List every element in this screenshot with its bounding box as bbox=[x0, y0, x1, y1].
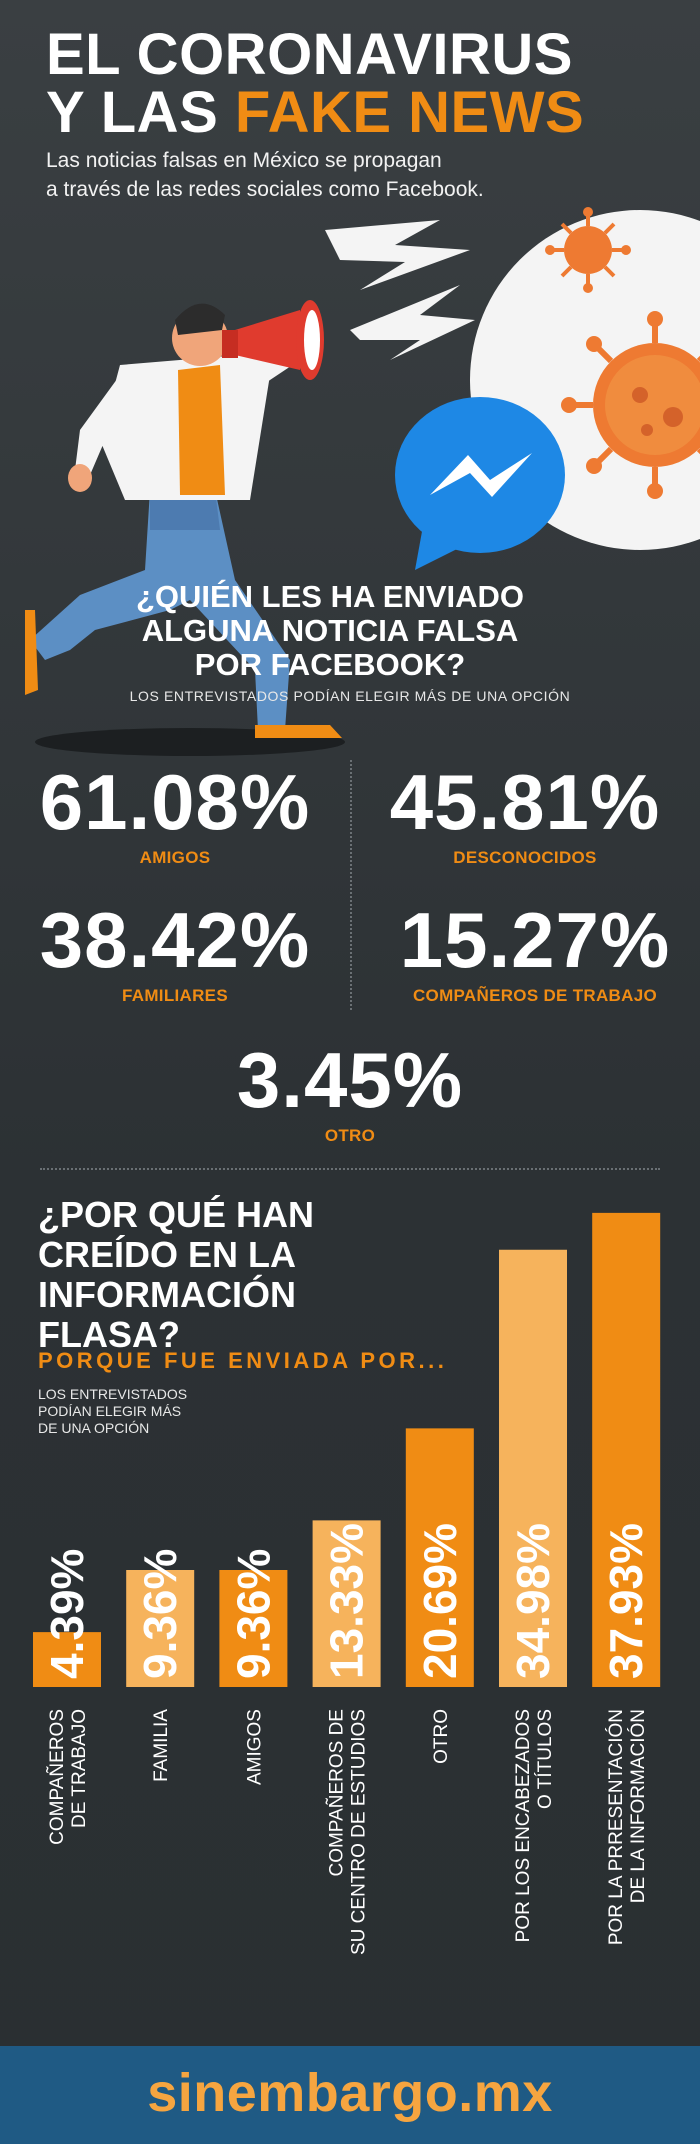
bar-value-label: 37.93% bbox=[600, 1523, 652, 1679]
question-2-line-3: INFORMACIÓN bbox=[38, 1274, 296, 1315]
stat-companeros-trabajo: 15.27% COMPAÑEROS DE TRABAJO bbox=[375, 900, 695, 1006]
title-fake-news: FAKE NEWS bbox=[234, 80, 585, 145]
subtitle-line-1: Las noticias falsas en México se propaga… bbox=[46, 149, 442, 172]
person-icon bbox=[25, 300, 345, 756]
stat-value: 45.81% bbox=[389, 758, 661, 846]
bar-chart: 4.39% COMPAÑEROS DE TRABAJO 9.36% FAMILIA 9.3… bbox=[33, 1212, 661, 1955]
question-2-subtitle: PORQUE FUE ENVIADA POR... bbox=[38, 1348, 448, 1373]
stat-value: 15.27% bbox=[399, 896, 671, 984]
stat-label: DESCONOCIDOS bbox=[453, 848, 597, 867]
title-line-1: EL CORONAVIRUS bbox=[46, 22, 573, 87]
title-line-2-a: Y LAS bbox=[46, 80, 235, 145]
question-1-line-1: ¿QUIÉN LES HA ENVIADO bbox=[135, 579, 525, 614]
lightning-icon bbox=[325, 220, 470, 290]
category-label: COMPAÑEROS DE bbox=[326, 1709, 348, 1877]
note-line-3: DE UNA OPCIÓN bbox=[38, 1420, 150, 1436]
note-line-2: PODÍAN ELEGIR MÁS bbox=[38, 1403, 182, 1419]
question-2-line-4: FLASA? bbox=[38, 1314, 180, 1355]
category-label: COMPAÑEROS bbox=[46, 1709, 68, 1845]
category-label: AMIGOS bbox=[244, 1709, 265, 1785]
stat-label: AMIGOS bbox=[139, 848, 211, 867]
question-2: ¿POR QUÉ HAN CREÍDO EN LA INFORMACIÓN FL… bbox=[38, 1195, 314, 1355]
hero-illustration bbox=[25, 207, 700, 756]
bar-value-label: 34.98% bbox=[507, 1523, 559, 1679]
vertical-divider bbox=[350, 760, 352, 1010]
category-label: DE LA INFORMACIÓN bbox=[627, 1709, 649, 1903]
bar-2 bbox=[126, 1570, 195, 1687]
stat-label: OTRO bbox=[324, 1126, 376, 1145]
question-2-line-2: CREÍDO EN LA bbox=[38, 1234, 297, 1275]
stat-value: 61.08% bbox=[39, 758, 311, 846]
bar-value-label: 9.36% bbox=[227, 1549, 279, 1679]
bar-value-label: 4.39% bbox=[41, 1549, 93, 1679]
bar-value-label: 13.33% bbox=[321, 1523, 373, 1679]
category-label: O TÍTULOS bbox=[535, 1709, 556, 1809]
question-1: ¿QUIÉN LES HA ENVIADO ALGUNA NOTICIA FAL… bbox=[110, 580, 550, 682]
bar-4 bbox=[312, 1520, 381, 1687]
stat-value: 3.45% bbox=[236, 1036, 464, 1124]
question-1-line-2: ALGUNA NOTICIA FALSA bbox=[141, 613, 519, 648]
title-line-2: Y LAS FAKE NEWS bbox=[46, 84, 584, 142]
virus-small-icon bbox=[545, 207, 631, 293]
bar-value-label: 20.69% bbox=[414, 1523, 466, 1679]
note-line-1: LOS ENTREVISTADOS bbox=[38, 1386, 188, 1402]
stat-value: 38.42% bbox=[39, 896, 311, 984]
stat-label: FAMILIARES bbox=[122, 986, 228, 1005]
category-label: FAMILIA bbox=[151, 1709, 172, 1782]
category-label: OTRO bbox=[431, 1709, 452, 1764]
subtitle: Las noticias falsas en México se propaga… bbox=[46, 146, 484, 204]
bar-3 bbox=[219, 1570, 288, 1687]
bar-7 bbox=[592, 1212, 661, 1687]
bar-6 bbox=[499, 1249, 567, 1687]
question-2-line-1: ¿POR QUÉ HAN bbox=[38, 1194, 315, 1235]
brand-logo: sinembargo.mx bbox=[147, 2063, 553, 2123]
question-2-note: LOS ENTREVISTADOS PODÍAN ELEGIR MÁS DE U… bbox=[38, 1386, 187, 1437]
bar-5 bbox=[405, 1428, 474, 1687]
stat-label: COMPAÑEROS DE TRABAJO bbox=[412, 986, 657, 1005]
footer: sinembargo.mx bbox=[0, 2046, 700, 2144]
lightning-2-icon bbox=[350, 285, 475, 360]
question-1-line-3: POR FACEBOOK? bbox=[194, 647, 466, 682]
virus-icon bbox=[561, 311, 700, 499]
stat-amigos: 61.08% AMIGOS bbox=[25, 762, 325, 868]
category-label: SU CENTRO DE ESTUDIOS bbox=[349, 1709, 370, 1955]
stat-desconocidos: 45.81% DESCONOCIDOS bbox=[375, 762, 675, 868]
stat-otro: 3.45% OTRO bbox=[200, 1040, 500, 1146]
bar-1 bbox=[33, 1632, 101, 1687]
category-label: POR LA PRRESENTACIÓN bbox=[605, 1709, 627, 1945]
category-label: DE TRABAJO bbox=[69, 1709, 90, 1828]
main-title: EL CORONAVIRUS Y LAS FAKE NEWS bbox=[46, 26, 584, 142]
subtitle-line-2: a través de las redes sociales como Face… bbox=[46, 178, 484, 201]
stat-familiares: 38.42% FAMILIARES bbox=[25, 900, 325, 1006]
category-label: POR LOS ENCABEZADOS bbox=[513, 1709, 534, 1942]
horizontal-divider bbox=[40, 1168, 660, 1170]
question-1-note: LOS ENTREVISTADOS PODÍAN ELEGIR MÁS DE U… bbox=[129, 688, 571, 704]
bar-value-label: 9.36% bbox=[134, 1549, 186, 1679]
messenger-icon bbox=[395, 397, 565, 570]
